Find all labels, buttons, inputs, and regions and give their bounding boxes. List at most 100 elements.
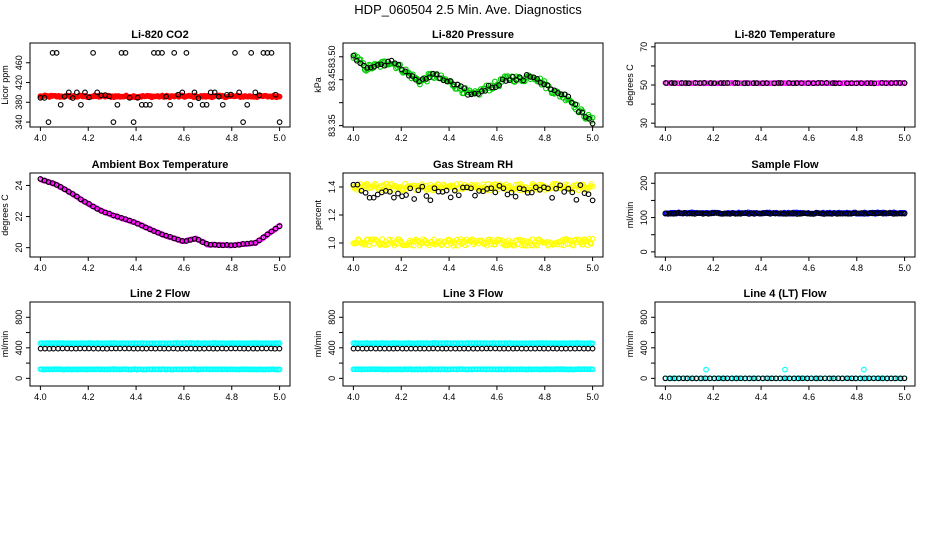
data-point [264,231,271,238]
data-point [114,101,121,108]
data-point [788,210,795,216]
x-tick-label: 5.0 [586,263,599,273]
data-point [256,92,263,99]
data-point [707,80,714,86]
plot-frame [342,42,604,128]
data-point [569,189,576,196]
series-sample-black [662,210,908,217]
data-point [263,345,270,352]
data-point [813,210,819,216]
x-tick-label: 4.4 [130,392,143,402]
data-point [201,345,208,352]
data-point [795,375,802,382]
y-tick-label: 400 [639,340,649,355]
data-point [565,185,572,192]
data-point [681,210,688,216]
y-tick-label: 83.35 [327,114,337,137]
data-point [885,80,892,86]
y-tick-label: 800 [14,310,24,325]
data-point [276,119,283,125]
data-point [45,119,52,125]
data-point [385,58,391,65]
data-point [858,80,865,86]
plot-frame [654,172,916,258]
data-point [589,120,596,127]
data-point [69,191,76,197]
y-tick-label: 340 [14,115,24,130]
y-tick-label: 420 [14,75,24,90]
data-point [447,78,454,84]
data-point [424,78,430,85]
data-point [673,210,680,216]
data-point [395,61,402,68]
data-point [710,210,717,216]
data-point [836,80,843,87]
y-axis-label: degrees C [625,64,635,106]
data-point [761,210,768,216]
data-point [518,242,525,249]
x-tick-label: 4.2 [82,263,95,273]
y-tick-label: 800 [327,310,337,325]
data-point [460,184,466,191]
y-tick-label: 83.45 [327,68,337,91]
data-point [796,210,803,217]
data-point [799,210,806,217]
data-point [215,242,222,249]
data-point [585,191,592,198]
data-point [94,89,101,96]
y-tick-label: 30 [639,118,649,128]
data-point [872,210,878,216]
data-point [572,101,579,108]
data-point [549,194,555,201]
data-point [276,345,283,352]
data-point [236,89,242,96]
data-point [362,189,369,196]
data-point [804,210,811,217]
data-point [727,211,733,217]
plot-frame [654,301,916,387]
data-point [430,70,436,77]
data-point [74,193,80,200]
data-point [350,52,357,59]
x-tick-label: 4.8 [226,263,239,273]
data-point [901,80,908,86]
data-point [588,180,595,187]
series-line3-cyan-high [350,340,596,347]
x-tick-label: 4.2 [395,263,408,273]
data-point [858,210,865,216]
data-point [414,237,420,244]
data-point [440,77,447,84]
data-point [561,189,568,195]
data-point [751,211,757,217]
data-point [667,210,674,217]
data-point [821,211,827,217]
data-point [207,89,214,96]
chart-panel-7: Line 2 Flow ml/min 4.0 4.2 4.4 4.6 4.8 5.0 0 400 8… [0,288,291,402]
data-point [260,234,267,241]
y-tick-label: 1.2 [327,209,337,222]
data-point [831,210,838,216]
y-tick-label: 0 [639,249,649,254]
data-point [351,240,358,247]
series-rh-yellow-low [350,235,596,249]
data-point [741,80,748,87]
data-point [508,189,515,196]
data-point [734,80,741,86]
data-point [374,62,381,68]
data-point [171,50,178,56]
series-temp-black [663,80,908,87]
x-tick-label: 4.0 [659,263,672,273]
data-point [408,345,414,352]
x-tick-label: 4.0 [659,133,672,143]
data-point [864,210,870,217]
data-point [167,101,173,108]
data-point [717,80,724,86]
series-ambient-black [37,176,283,249]
data-point [671,80,678,87]
data-point [810,211,817,217]
series-line4-black [662,375,908,382]
x-tick-label: 4.8 [226,133,239,143]
data-point [57,101,64,108]
data-point [395,190,401,197]
